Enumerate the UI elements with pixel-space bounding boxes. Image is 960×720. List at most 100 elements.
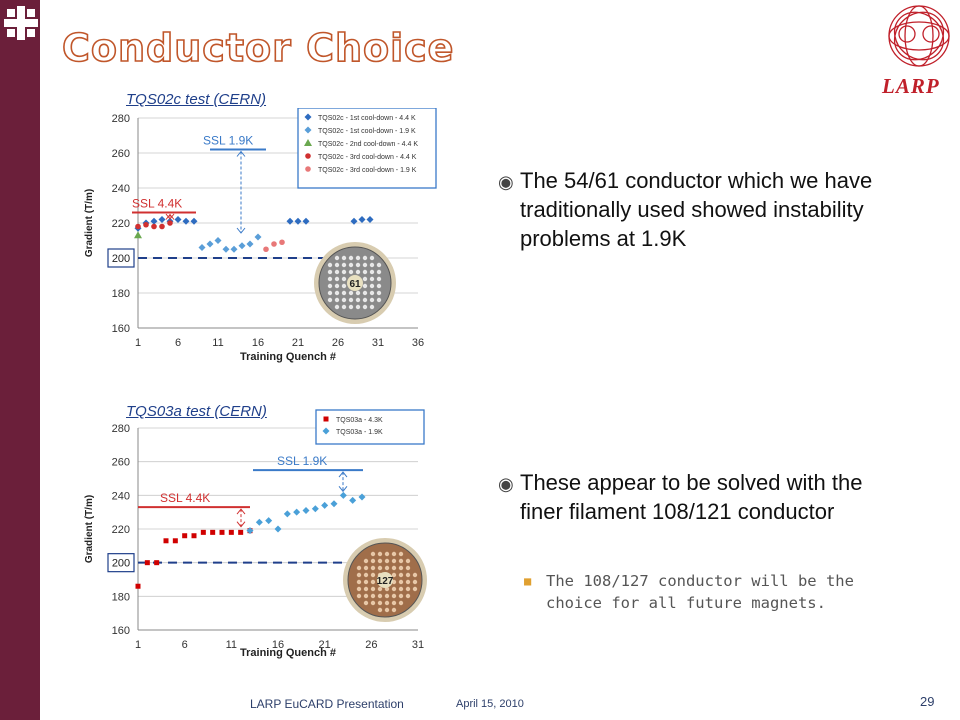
y-tick-label: 160: [112, 323, 130, 335]
legend-entry: TQS03a - 1.9K: [336, 429, 383, 436]
legend: TQS03a - 4.3K TQS03a - 1.9K: [315, 409, 425, 445]
data-point: [286, 217, 294, 225]
legend: TQS02c - 1st cool-down - 4.4 K TQS02c - 1…: [297, 108, 437, 189]
inset-filament: [362, 283, 368, 289]
arrow-head-up: [165, 213, 175, 220]
inset-filament: [362, 262, 368, 268]
inset-filament: [362, 269, 368, 275]
data-point: [150, 217, 158, 225]
legend-entry: TQS02c - 1st cool-down - 1.9 K: [318, 128, 416, 135]
y-tick-label: 280: [112, 423, 130, 435]
inset-filament: [362, 304, 368, 310]
bullet-2: ◉ These appear to be solved with the fin…: [498, 468, 903, 526]
inset-filament: [369, 262, 375, 268]
footer-page-number: 29: [920, 694, 935, 709]
inset-filament: [391, 586, 397, 592]
inset-filament: [384, 565, 390, 571]
data-point: [159, 223, 165, 230]
y-tick-label: 160: [112, 625, 130, 637]
inset-filament: [341, 269, 347, 275]
legend-entry: TQS02c - 1st cool-down - 4.4 K: [318, 115, 416, 122]
data-point: [219, 529, 225, 535]
inset-filament: [363, 600, 369, 606]
chart-tqs02c: 16018020022024026028016111621263136Train…: [84, 108, 437, 363]
inset-filament: [405, 593, 411, 599]
inset-filament: [384, 607, 390, 613]
inset-filament: [363, 558, 369, 564]
inset-filament: [391, 607, 397, 613]
x-tick-label: 16: [252, 337, 264, 349]
inset-filament: [334, 269, 340, 275]
inset-filament: [377, 607, 383, 613]
arrow-head-down: [236, 521, 246, 528]
inset-filament: [377, 565, 383, 571]
inset-filament: [327, 276, 333, 282]
inset-filament: [327, 297, 333, 303]
data-point: [206, 240, 214, 248]
x-axis-label: Training Quench #: [240, 647, 336, 659]
data-point: [222, 245, 230, 253]
inset-filament: [355, 297, 361, 303]
inset-filament: [370, 593, 376, 599]
inset-filament: [391, 593, 397, 599]
inset-filament: [377, 586, 383, 592]
inset-filament: [376, 290, 382, 296]
inset-filament: [348, 290, 354, 296]
data-point: [230, 245, 238, 253]
x-tick-label: 21: [292, 337, 304, 349]
series-1: [198, 233, 262, 253]
inset-filament: [412, 586, 418, 592]
bullet-marker-icon: ◉: [498, 474, 514, 494]
x-tick-label: 11: [226, 639, 237, 651]
inset-filament: [376, 262, 382, 268]
data-point: [182, 217, 190, 225]
data-point: [143, 221, 149, 228]
inset-filament: [341, 262, 347, 268]
data-point: [210, 529, 216, 535]
ssl-label: SSL 4.4K: [132, 197, 182, 211]
inset-filament: [398, 572, 404, 578]
x-tick-label: 26: [365, 639, 377, 651]
legend-marker: [323, 416, 329, 422]
inset-filament: [384, 600, 390, 606]
legend-entry: TQS02c - 2nd cool-down - 4.4 K: [318, 141, 418, 148]
sub-bullet-text: The 108/127 conductor will be the choice…: [546, 572, 854, 612]
inset-filament: [405, 579, 411, 585]
data-point: [265, 517, 273, 525]
inset-filament: [362, 255, 368, 261]
data-point: [263, 246, 269, 253]
inset-core: [377, 572, 393, 588]
inset-filament: [334, 304, 340, 310]
inset-filament: [363, 565, 369, 571]
legend-entry: TQS03a - 4.3K: [336, 417, 383, 424]
inset-filament: [391, 558, 397, 564]
inset-filament: [355, 304, 361, 310]
inset-filament: [370, 579, 376, 585]
inset-filament: [377, 593, 383, 599]
inset-filament: [356, 579, 362, 585]
inset-filament: [341, 283, 347, 289]
data-point: [191, 533, 197, 539]
square-bullet-icon: ■: [524, 574, 532, 588]
arrow-head-down: [236, 227, 246, 234]
data-point: [190, 217, 198, 225]
inset-filament: [377, 600, 383, 606]
arrow-head-down: [165, 213, 175, 220]
data-point: [366, 216, 374, 223]
data-point: [228, 529, 234, 535]
inset-filament: [362, 297, 368, 303]
inset-filament: [391, 551, 397, 557]
footer-presentation: LARP EuCARD Presentation: [250, 697, 404, 711]
inset-filament: [377, 551, 383, 557]
data-point: [135, 583, 141, 589]
inset-filament: [398, 586, 404, 592]
bullet-marker-icon: ◉: [498, 172, 514, 192]
inset-label: 127: [377, 576, 394, 587]
y-tick-label: 180: [112, 288, 130, 300]
data-point: [349, 496, 357, 504]
inset-filament: [334, 297, 340, 303]
inset-filament: [348, 297, 354, 303]
inset-filament: [398, 593, 404, 599]
data-point: [134, 231, 142, 239]
ssl-label: SSL 1.9K: [203, 134, 253, 148]
